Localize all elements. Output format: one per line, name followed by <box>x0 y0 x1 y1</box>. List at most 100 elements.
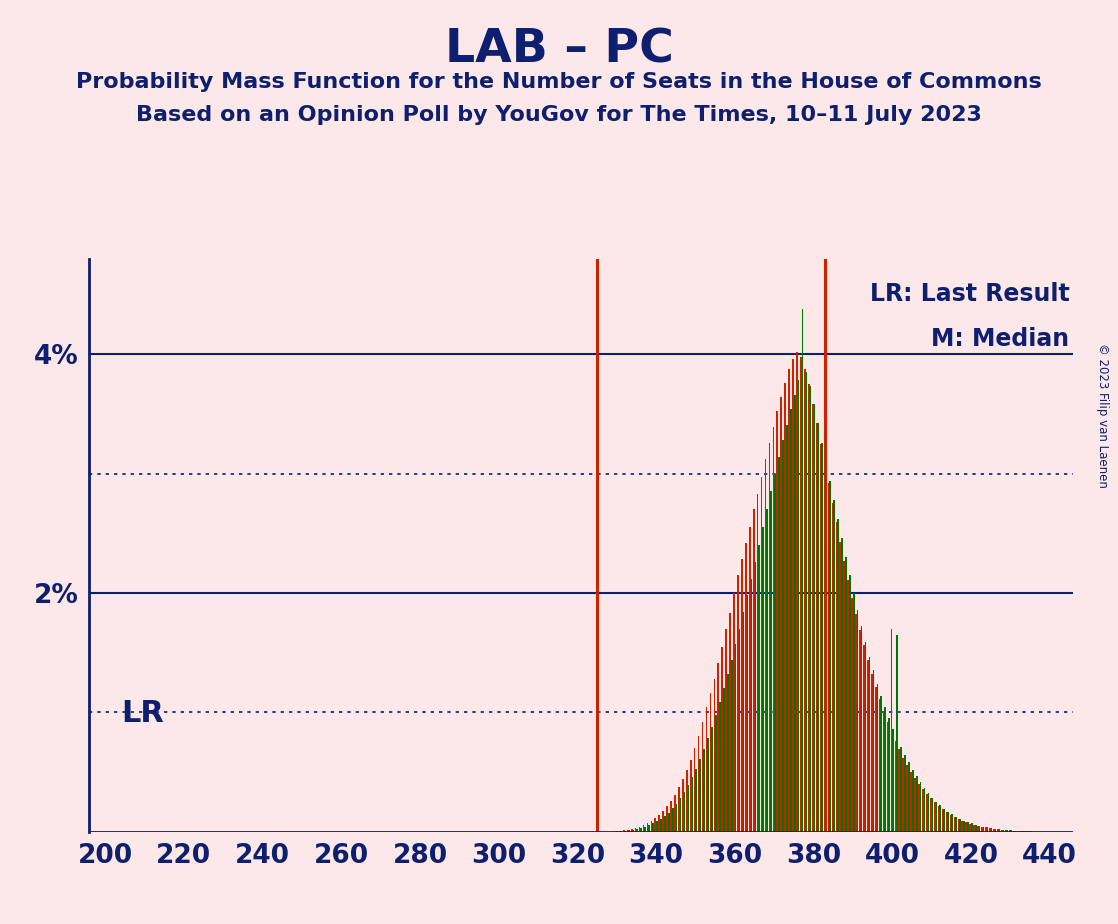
Bar <box>757 493 758 832</box>
Bar <box>920 782 921 832</box>
Bar <box>899 749 900 832</box>
Bar <box>643 825 644 832</box>
Bar <box>652 823 654 832</box>
Bar <box>684 792 685 832</box>
Bar <box>881 696 882 832</box>
Bar <box>682 779 684 832</box>
Bar <box>1001 830 1003 832</box>
Bar <box>777 411 778 832</box>
Bar <box>884 708 887 832</box>
Bar <box>855 614 856 832</box>
Bar <box>711 726 713 832</box>
Bar <box>912 770 913 832</box>
Bar <box>951 814 953 832</box>
Bar <box>692 777 693 832</box>
Bar <box>700 760 701 832</box>
Bar <box>721 647 723 832</box>
Bar <box>672 808 673 832</box>
Bar <box>708 738 709 832</box>
Bar <box>975 825 976 832</box>
Bar <box>900 747 902 832</box>
Bar <box>883 711 884 832</box>
Bar <box>631 829 633 832</box>
Bar <box>961 821 963 832</box>
Bar <box>718 663 719 832</box>
Bar <box>916 776 918 832</box>
Bar <box>694 748 695 832</box>
Bar <box>774 473 776 832</box>
Bar <box>635 828 636 832</box>
Bar <box>915 778 916 832</box>
Bar <box>765 459 766 832</box>
Bar <box>667 812 670 832</box>
Bar <box>1006 830 1008 832</box>
Bar <box>907 765 908 832</box>
Bar <box>892 729 894 832</box>
Bar <box>745 542 747 832</box>
Bar <box>731 660 732 832</box>
Bar <box>987 827 988 832</box>
Bar <box>752 509 755 832</box>
Bar <box>871 675 872 832</box>
Bar <box>737 575 739 832</box>
Text: © 2023 Filip van Laenen: © 2023 Filip van Laenen <box>1096 344 1109 488</box>
Bar <box>974 825 975 832</box>
Bar <box>636 829 638 832</box>
Bar <box>993 829 995 832</box>
Bar <box>977 826 979 832</box>
Bar <box>969 823 970 832</box>
Bar <box>1014 831 1016 832</box>
Bar <box>843 561 845 832</box>
Bar <box>702 722 703 832</box>
Bar <box>790 409 792 832</box>
Bar <box>675 804 678 832</box>
Bar <box>698 736 700 832</box>
Bar <box>965 822 967 832</box>
Bar <box>1013 831 1014 832</box>
Bar <box>825 462 827 832</box>
Bar <box>778 456 779 832</box>
Bar <box>869 657 870 832</box>
Bar <box>705 708 708 832</box>
Bar <box>716 714 717 832</box>
Bar <box>666 806 667 832</box>
Bar <box>931 797 934 832</box>
Bar <box>930 798 931 832</box>
Bar <box>833 500 835 832</box>
Bar <box>954 817 955 832</box>
Bar <box>793 359 794 832</box>
Bar <box>889 718 890 832</box>
Bar <box>926 794 928 832</box>
Bar <box>982 827 983 832</box>
Bar <box>802 309 804 832</box>
Bar <box>646 823 648 832</box>
Bar <box>816 423 817 832</box>
Bar <box>670 800 672 832</box>
Bar <box>788 369 790 832</box>
Bar <box>773 427 774 832</box>
Bar <box>923 787 926 832</box>
Text: Based on an Opinion Poll by YouGov for The Times, 10–11 July 2023: Based on an Opinion Poll by YouGov for T… <box>136 105 982 126</box>
Bar <box>851 598 853 832</box>
Bar <box>910 772 912 832</box>
Bar <box>891 628 892 832</box>
Text: LR: LR <box>121 699 164 728</box>
Bar <box>841 538 843 832</box>
Bar <box>959 819 960 832</box>
Bar <box>760 477 762 832</box>
Bar <box>875 687 877 832</box>
Bar <box>822 443 823 832</box>
Bar <box>864 642 866 832</box>
Bar <box>619 831 620 832</box>
Bar <box>659 815 660 832</box>
Bar <box>750 578 752 832</box>
Bar <box>690 760 692 832</box>
Bar <box>766 509 768 832</box>
Bar <box>863 645 864 832</box>
Bar <box>840 541 841 832</box>
Bar <box>679 787 680 832</box>
Bar <box>936 802 937 832</box>
Bar <box>785 383 786 832</box>
Bar <box>783 440 784 832</box>
Bar <box>719 701 721 832</box>
